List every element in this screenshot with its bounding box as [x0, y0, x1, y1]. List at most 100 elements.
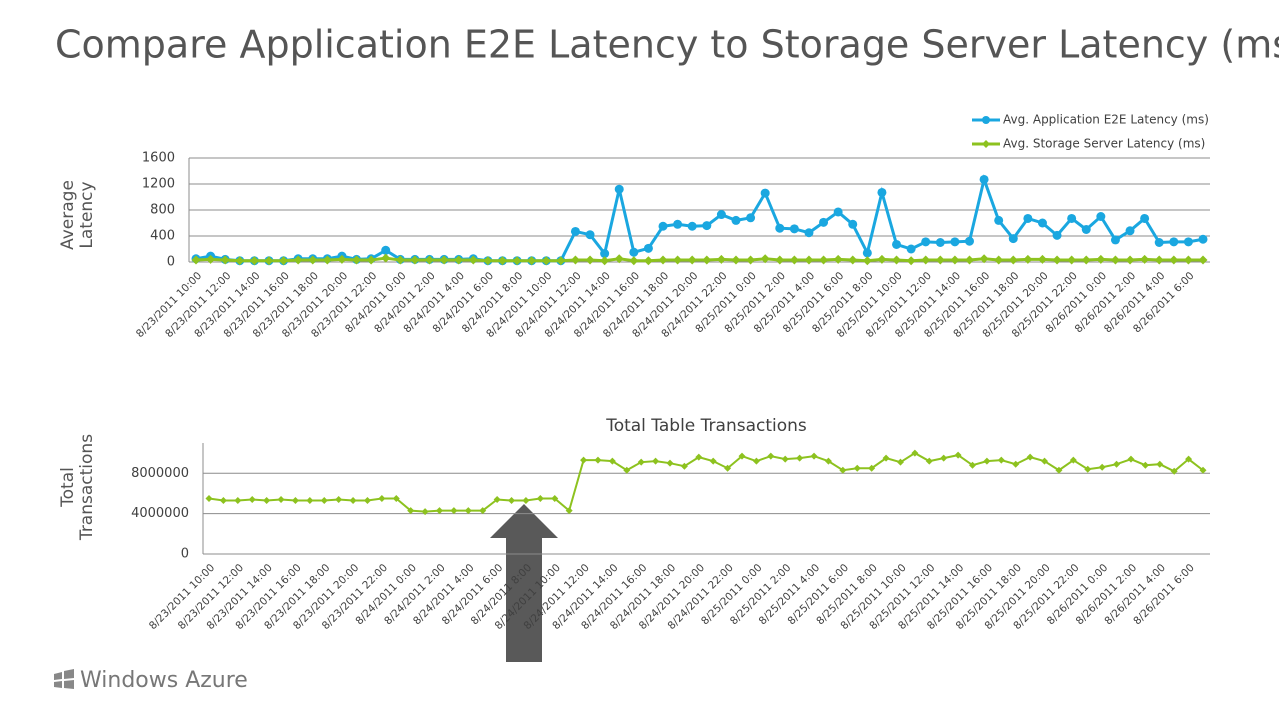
point — [392, 495, 400, 502]
point — [810, 452, 818, 460]
point — [1052, 230, 1062, 240]
y-tick-label: 0 — [167, 255, 175, 270]
y-axis-title: Total Transactions — [58, 433, 97, 541]
point — [731, 215, 741, 225]
point — [731, 255, 741, 265]
point — [906, 244, 916, 254]
point — [522, 497, 530, 505]
point — [997, 456, 1005, 464]
point — [464, 507, 472, 515]
point — [623, 466, 631, 474]
point — [493, 496, 501, 504]
point — [892, 239, 902, 249]
point — [760, 254, 770, 264]
y-axis-title: Average Latency — [58, 180, 97, 250]
point — [249, 256, 259, 266]
point — [600, 256, 610, 266]
point — [366, 255, 376, 265]
point — [614, 184, 624, 194]
point — [658, 255, 668, 265]
point — [935, 255, 945, 265]
point — [979, 174, 989, 184]
point — [439, 255, 449, 265]
point — [263, 497, 271, 505]
point — [781, 455, 789, 463]
point — [585, 230, 595, 240]
point — [724, 464, 732, 472]
point — [349, 497, 357, 505]
point — [666, 459, 674, 467]
point — [819, 217, 829, 227]
point — [925, 457, 933, 465]
point — [264, 256, 274, 266]
point — [892, 255, 902, 265]
point — [608, 457, 616, 465]
point — [716, 210, 726, 220]
point — [1183, 255, 1193, 265]
point — [746, 213, 756, 223]
point — [982, 116, 990, 124]
point — [921, 255, 931, 265]
point — [220, 255, 230, 265]
point — [716, 254, 726, 264]
point — [789, 224, 799, 234]
point — [1140, 213, 1150, 223]
point — [1198, 255, 1208, 265]
point — [234, 497, 242, 505]
point — [1081, 225, 1091, 234]
logo-text: Windows Azure — [80, 668, 248, 693]
point — [322, 255, 332, 265]
point — [335, 496, 343, 504]
point — [1110, 255, 1120, 265]
point — [796, 454, 804, 462]
line — [208, 451, 1204, 513]
point — [235, 256, 245, 266]
point — [1096, 212, 1106, 221]
point — [1067, 213, 1077, 223]
point — [337, 254, 347, 264]
point — [906, 256, 916, 266]
point — [468, 255, 478, 265]
point — [940, 454, 948, 462]
point — [1037, 254, 1047, 264]
point — [833, 207, 843, 217]
point — [804, 255, 814, 265]
point — [425, 255, 435, 265]
point — [1096, 254, 1106, 264]
y-tick-label: 8000000 — [131, 466, 189, 481]
point — [1098, 463, 1106, 471]
point — [1185, 455, 1193, 463]
point — [435, 507, 443, 515]
point — [896, 458, 904, 466]
point — [1199, 466, 1207, 474]
point — [1012, 460, 1020, 468]
point — [738, 452, 746, 460]
point — [767, 452, 775, 460]
point — [410, 255, 420, 265]
point — [709, 457, 717, 465]
point — [248, 496, 256, 504]
point — [1140, 254, 1150, 264]
point — [702, 255, 712, 265]
point — [921, 237, 931, 247]
point — [994, 255, 1004, 265]
point — [1125, 255, 1135, 265]
point — [1084, 465, 1092, 473]
point — [352, 255, 362, 265]
point — [868, 464, 876, 472]
point — [306, 497, 314, 505]
point — [775, 255, 785, 265]
point — [1052, 255, 1062, 265]
point — [658, 221, 668, 231]
point — [1156, 460, 1164, 468]
point — [935, 238, 945, 247]
point — [629, 247, 639, 257]
point — [833, 254, 843, 264]
point — [1125, 226, 1135, 236]
point — [964, 255, 974, 265]
point — [1170, 467, 1178, 475]
point — [1154, 238, 1164, 247]
point — [565, 507, 573, 515]
